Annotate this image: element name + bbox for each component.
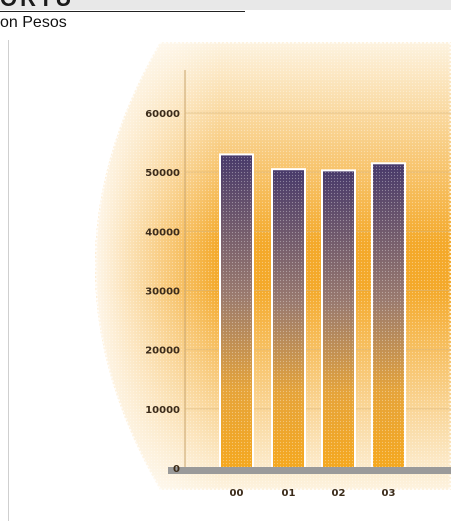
chart-bars (168, 153, 451, 474)
x-tick-label: 00 (230, 488, 244, 499)
x-tick-label: 03 (382, 488, 396, 499)
bar-texture (272, 169, 305, 469)
bar-texture (372, 163, 405, 468)
title-underline (0, 11, 245, 12)
y-tick-label: 20000 (145, 346, 180, 357)
x-axis-baseline (168, 467, 451, 474)
y-axis-tick-labels: 0 10000 20000 30000 40000 50000 60000 (145, 109, 180, 475)
bar-texture (220, 154, 253, 468)
y-tick-label: 10000 (145, 405, 180, 416)
y-tick-label: 30000 (145, 287, 180, 298)
left-divider (8, 40, 9, 521)
bar-texture (322, 170, 355, 468)
y-tick-label: 40000 (145, 227, 180, 238)
x-tick-label: 02 (332, 488, 346, 499)
y-tick-label: 60000 (145, 109, 180, 120)
y-tick-label: 0 (173, 464, 180, 475)
y-tick-label: 50000 (145, 168, 180, 179)
page-title-fragment: ORTU (0, 0, 74, 10)
background-border (93, 40, 451, 492)
top-strip (0, 0, 451, 10)
x-tick-label: 01 (282, 488, 296, 499)
unit-label: on Pesos (0, 14, 67, 31)
x-axis-tick-labels: 00 01 02 03 (230, 488, 396, 499)
